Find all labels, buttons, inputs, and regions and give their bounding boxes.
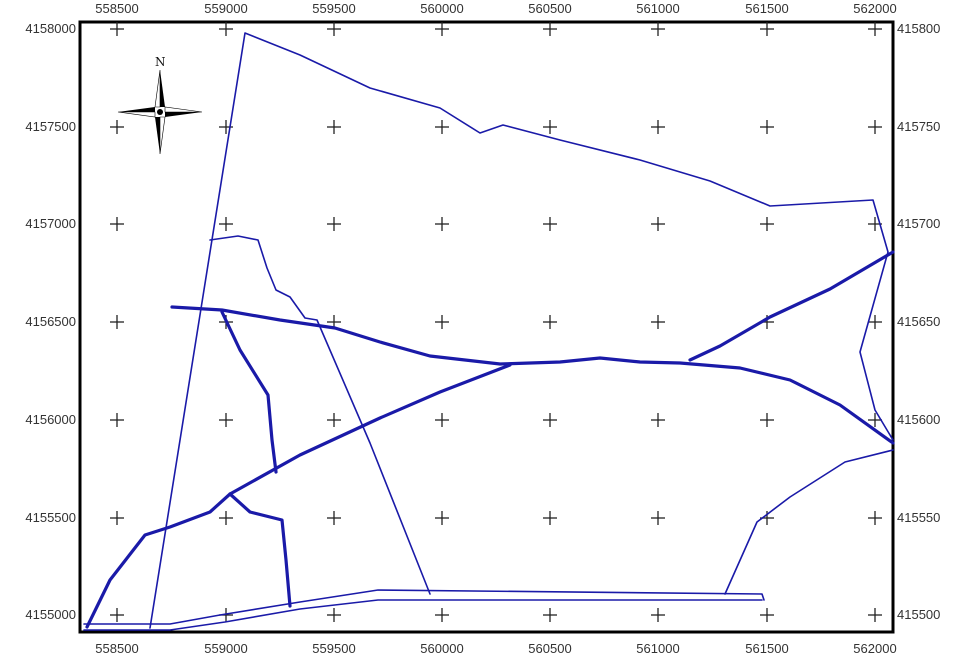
x-axis-labels: 558500 558500 559000 559000 559500 559500 5600… <box>95 1 896 656</box>
y-tick-label-right: 415700 <box>897 216 940 231</box>
grid-cross <box>868 511 882 525</box>
grid-cross <box>760 413 774 427</box>
branch-road-north <box>220 310 278 474</box>
grid-cross <box>868 315 882 329</box>
grid-cross <box>327 511 341 525</box>
y-tick-label-left: 4157500 <box>25 119 76 134</box>
grid-cross <box>760 608 774 622</box>
grid-cross <box>760 120 774 134</box>
southeast-road <box>724 449 894 595</box>
x-tick-label: 560500 <box>528 1 571 16</box>
y-tick-label-right: 415550 <box>897 510 940 525</box>
grid-cross <box>435 22 449 36</box>
y-tick-label-right: 415600 <box>897 412 940 427</box>
grid-cross <box>543 511 557 525</box>
grid-cross <box>110 608 124 622</box>
x-tick-label: 559000 <box>204 1 247 16</box>
grid-cross <box>435 217 449 231</box>
grid-cross <box>110 217 124 231</box>
map-frame <box>78 20 895 634</box>
grid-cross <box>651 120 665 134</box>
grid-cross <box>543 315 557 329</box>
main-road-east-west <box>170 305 895 445</box>
grid-cross <box>219 217 233 231</box>
grid-cross <box>327 217 341 231</box>
grid-cross <box>651 413 665 427</box>
x-tick-label: 562000 <box>853 641 896 656</box>
x-tick-label: 559000 <box>204 641 247 656</box>
south-corridor-bottom <box>83 599 763 631</box>
grid-cross <box>219 22 233 36</box>
diagonal-road <box>209 235 431 595</box>
branch-road-south <box>228 492 292 608</box>
boundary-line <box>149 32 894 629</box>
grid-cross <box>543 413 557 427</box>
north-label: N <box>155 55 166 69</box>
grid-cross <box>327 413 341 427</box>
grid-cross <box>651 217 665 231</box>
main-road-diagonal <box>85 250 895 629</box>
y-tick-label-right: 415500 <box>897 607 940 622</box>
grid-cross <box>327 22 341 36</box>
grid-cross <box>435 315 449 329</box>
north-arrow-icon <box>117 69 203 155</box>
x-tick-label: 561000 <box>636 641 679 656</box>
x-tick-label: 559500 <box>312 1 355 16</box>
x-tick-label: 561500 <box>745 1 788 16</box>
y-tick-label-right: 415800 <box>897 21 940 36</box>
south-corridor-top <box>83 589 765 625</box>
y-tick-label-left: 4157000 <box>25 216 76 231</box>
x-tick-label: 560000 <box>420 1 463 16</box>
x-tick-label: 560500 <box>528 641 571 656</box>
y-tick-label-left: 4158000 <box>25 21 76 36</box>
grid-cross <box>327 608 341 622</box>
x-tick-label: 558500 <box>95 641 138 656</box>
grid-cross <box>543 608 557 622</box>
x-tick-label: 560000 <box>420 641 463 656</box>
y-tick-label-left: 4156000 <box>25 412 76 427</box>
grid-cross <box>435 511 449 525</box>
y-axis-labels-right: 415800 415750 415700 415650 415600 415550 4155… <box>897 21 940 622</box>
x-tick-label: 558500 <box>95 1 138 16</box>
grid-cross <box>435 608 449 622</box>
grid-cross <box>543 120 557 134</box>
grid-cross <box>543 217 557 231</box>
grid-cross <box>760 22 774 36</box>
x-tick-label: 561000 <box>636 1 679 16</box>
grid-crosses <box>110 22 882 622</box>
y-tick-label-left: 4155000 <box>25 607 76 622</box>
grid-cross <box>110 120 124 134</box>
grid-cross <box>760 217 774 231</box>
x-tick-label: 559500 <box>312 641 355 656</box>
grid-cross <box>219 413 233 427</box>
grid-cross <box>651 315 665 329</box>
y-tick-label-right: 415750 <box>897 119 940 134</box>
grid-cross <box>543 22 557 36</box>
grid-cross <box>435 413 449 427</box>
grid-cross <box>110 413 124 427</box>
road-network <box>83 32 895 631</box>
grid-cross <box>219 511 233 525</box>
y-tick-label-right: 415650 <box>897 314 940 329</box>
grid-cross <box>651 511 665 525</box>
y-tick-label-left: 4155500 <box>25 510 76 525</box>
grid-cross <box>110 511 124 525</box>
grid-cross <box>110 315 124 329</box>
grid-cross <box>110 22 124 36</box>
grid-cross <box>868 413 882 427</box>
grid-cross <box>868 120 882 134</box>
grid-cross <box>651 22 665 36</box>
grid-cross <box>868 608 882 622</box>
grid-cross <box>868 22 882 36</box>
y-tick-label-left: 4156500 <box>25 314 76 329</box>
grid-cross <box>435 120 449 134</box>
y-axis-labels-left: 4158000 4157500 4157000 4156500 4156000 41555… <box>25 21 76 622</box>
grid-cross <box>327 120 341 134</box>
x-tick-label: 562000 <box>853 1 896 16</box>
x-tick-label: 561500 <box>745 641 788 656</box>
grid-cross <box>651 608 665 622</box>
